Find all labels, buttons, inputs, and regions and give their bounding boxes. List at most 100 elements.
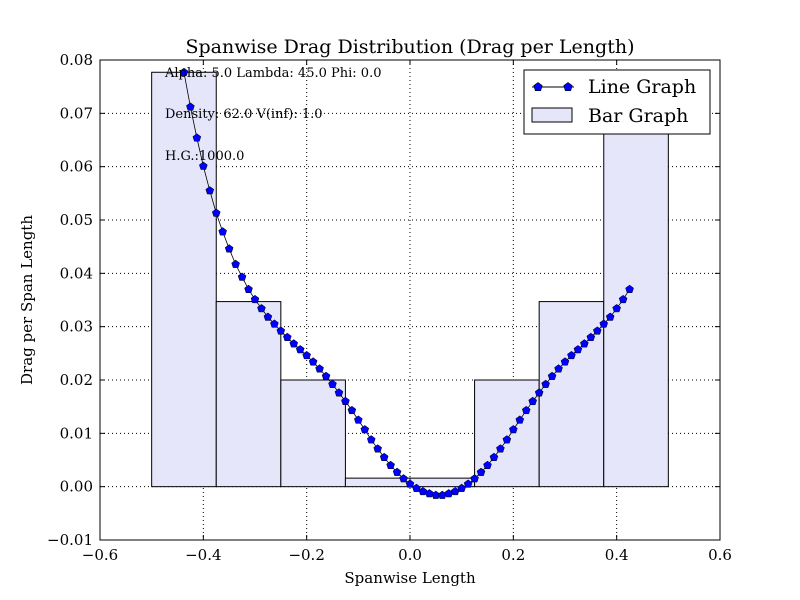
y-tick-label: 0.08 [60,51,93,69]
drag-line-point [302,350,311,360]
drag-bar [280,379,346,488]
drag-line-point [244,284,253,293]
annotations: Alpha: 5.0 Lambda: 45.0 Phi: 0.0 Density:… [164,66,381,164]
drag-line-point [186,102,195,111]
drag-line-point [470,474,479,483]
legend: Line Graph Bar Graph [523,69,711,135]
y-axis-title: Drag per Span Length [18,215,36,385]
drag-line-point [192,133,202,142]
drag-line-point [463,479,473,488]
drag-line-point [341,396,350,405]
drag-line-point [354,415,363,424]
drag-line-point [425,489,434,498]
x-axis-title: Spanwise Length [344,569,476,587]
drag-line-point [483,460,492,469]
drag-line-point [270,319,279,328]
drag-line-point [593,326,602,335]
line-series [179,67,634,499]
drag-line-point [554,364,563,373]
drag-line-point [560,357,570,366]
drag-line-point [211,208,221,217]
drag-bar [215,301,282,488]
drag-line-point [231,259,240,268]
drag-line-point [263,312,273,321]
drag-line-point [625,284,634,293]
drag-line-point [605,312,615,321]
drag-line-point [257,304,266,313]
drag-line-point [412,483,421,492]
drag-line-point [328,379,337,388]
drag-line [183,72,630,496]
drag-line-point [405,479,415,488]
drag-line-point [334,388,344,397]
drag-line-point [308,357,318,366]
y-tick-label: −0.01 [47,531,93,549]
parameter-annotation: Alpha: 5.0 Lambda: 45.0 Phi: 0.0 [164,66,381,81]
y-tick-label: 0.02 [60,371,93,389]
drag-line-point [476,467,486,476]
drag-line-point [360,425,370,434]
drag-line-point [618,294,628,304]
legend-line-marker [533,82,543,91]
x-tick-label: −0.4 [185,546,221,564]
drag-line-point [321,371,331,380]
drag-line-point [418,486,428,496]
drag-line-point [547,371,557,380]
y-tick-label: 0.03 [60,318,93,336]
drag-line-point [502,435,512,444]
parameter-annotation: H.G.:1000.0 [165,149,244,164]
drag-line-point [179,67,189,76]
drag-line-point [250,294,260,304]
drag-line-point [224,244,234,253]
drag-line-point [496,444,505,453]
parameter-annotation: Density: 62.0 V(inf): 1.0 [165,107,323,122]
tick-labels: −0.6 −0.4 −0.2 0.0 0.2 0.4 0.6 −0.01 0.00 0.01 0.0… [47,51,732,564]
drag-line-point [580,339,589,348]
drag-line-point [289,339,299,348]
drag-bar [151,71,217,488]
drag-line-point [392,467,402,476]
y-tick-label: 0.05 [60,211,93,229]
drag-line-point [567,350,576,360]
x-tick-label: 0.6 [708,546,732,564]
drag-line-point [534,388,544,397]
drag-line-point [315,364,324,373]
drag-line-point [276,326,286,335]
y-tick-label: 0.00 [60,478,93,496]
x-tick-label: 0.4 [605,546,629,564]
x-tick-label: −0.6 [82,546,118,564]
drag-line-point [366,435,376,444]
legend-line-marker [563,82,573,91]
drag-line-point [295,345,305,354]
y-tick-label: 0.04 [60,264,93,282]
drag-line-point [521,405,531,415]
drag-line-point [489,452,499,461]
drag-line-point [237,272,247,281]
drag-line-point [373,444,382,453]
drag-line-point [528,396,537,405]
legend-label-bar: Bar Graph [588,105,688,127]
drag-bar [603,71,669,488]
drag-line-point [399,474,408,483]
drag-line-point [199,161,208,170]
y-tick-label: 0.06 [60,158,93,176]
drag-line-point [218,227,227,236]
legend-box [523,69,711,135]
chart-title: Spanwise Drag Distribution (Drag per Len… [186,36,635,58]
legend-bar-swatch [531,107,573,123]
axis-ticks [99,59,721,541]
drag-line-point [347,405,357,415]
drag-line-point [379,452,389,461]
drag-line-point [599,319,609,328]
x-tick-label: 0.0 [398,546,422,564]
x-tick-label: −0.2 [288,546,324,564]
drag-line-point [573,345,583,354]
drag-line-point [586,332,596,341]
legend-label-line: Line Graph [588,76,696,98]
drag-bar [538,301,605,488]
drag-line-point [509,425,518,434]
x-tick-label: 0.2 [501,546,525,564]
drag-line-point [541,379,550,388]
y-tick-label: 0.01 [60,424,93,442]
